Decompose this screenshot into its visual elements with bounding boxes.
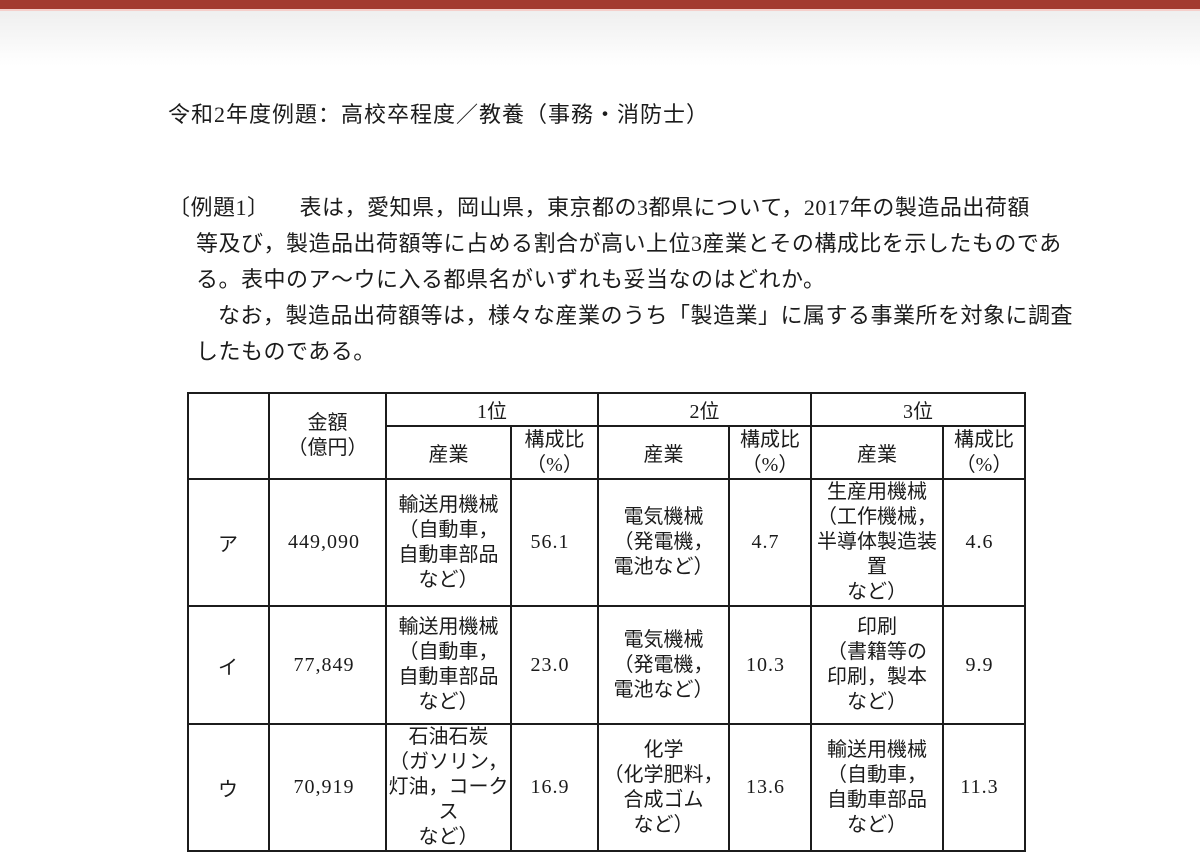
amount-cell: 77,849 — [268, 605, 387, 725]
rank3-industry-cell: 生産用機械 （工作機械， 半導体製造装置 など） — [810, 478, 944, 607]
row-label: イ — [187, 605, 270, 725]
header-rank1-industry: 産業 — [385, 425, 512, 480]
top-accent-underline — [0, 9, 1200, 11]
header-rank1-ratio: 構成比 （%） — [510, 425, 599, 480]
prefecture-industry-table: 金額 （億円） 1位 2位 3位 産業 構成比 （%） 産業 構成比 （%） 産… — [187, 392, 1026, 852]
rank3-ratio-cell: 9.9 — [942, 605, 1026, 725]
question-line-1: 〔例題1〕 表は，愛知県，岡山県，東京都の3都県について，2017年の製造品出荷額 — [168, 190, 1073, 226]
header-amount: 金額 （億円） — [268, 392, 387, 480]
header-rank3-industry: 産業 — [810, 425, 944, 480]
top-accent-bar — [0, 0, 1200, 9]
document-title: 令和2年度例題：高校卒程度／教養（事務・消防士） — [168, 102, 710, 127]
header-rank2-industry: 産業 — [597, 425, 730, 480]
header-rank2-ratio: 構成比 （%） — [728, 425, 812, 480]
rank3-ratio-cell: 4.6 — [942, 478, 1026, 607]
rank1-industry-cell: 輸送用機械 （自動車， 自動車部品 など） — [385, 605, 512, 725]
rank2-industry-cell: 電気機械 （発電機， 電池など） — [597, 605, 730, 725]
row-label: ア — [187, 478, 270, 607]
header-rank1: 1位 — [385, 392, 599, 427]
table-row-i: イ 77,849 輸送用機械 （自動車， 自動車部品 など） 23.0 電気機械… — [187, 605, 1026, 725]
header-rank3: 3位 — [810, 392, 1026, 427]
page-top-fade — [0, 11, 1200, 66]
question-line-2: 等及び，製造品出荷額等に占める割合が高い上位3産業とその構成比を示したものであ — [196, 231, 1062, 256]
rank3-industry-cell: 印刷 （書籍等の 印刷，製本 など） — [810, 605, 944, 725]
question-line-4: なお，製造品出荷額等は，様々な産業のうち「製造業」に属する事業所を対象に調査 — [218, 303, 1074, 328]
question-number-label: 〔例題1〕 — [168, 195, 270, 220]
amount-cell: 70,919 — [268, 723, 387, 852]
rank2-industry-cell: 電気機械 （発電機， 電池など） — [597, 478, 730, 607]
question-line-3: る。表中のア～ウに入る都県名がいずれも妥当なのはどれか。 — [196, 267, 826, 292]
table-row-u: ウ 70,919 石油石炭 （ガソリン， 灯油，コークス など） 16.9 化学… — [187, 723, 1026, 852]
table-row-a: ア 449,090 輸送用機械 （自動車， 自動車部品 など） 56.1 電気機… — [187, 478, 1026, 607]
rank1-ratio-cell: 56.1 — [510, 478, 599, 607]
rank1-ratio-cell: 16.9 — [510, 723, 599, 852]
question-line-5: したものである。 — [196, 339, 376, 364]
question-text-1: 表は，愛知県，岡山県，東京都の3都県について，2017年の製造品出荷額 — [299, 195, 1030, 220]
header-rank2: 2位 — [597, 392, 812, 427]
header-rank3-ratio: 構成比 （%） — [942, 425, 1026, 480]
rank2-ratio-cell: 4.7 — [728, 478, 812, 607]
rank1-industry-cell: 石油石炭 （ガソリン， 灯油，コークス など） — [385, 723, 512, 852]
rank3-ratio-cell: 11.3 — [942, 723, 1026, 852]
rank2-industry-cell: 化学 （化学肥料， 合成ゴム など） — [597, 723, 730, 852]
rank3-industry-cell: 輸送用機械 （自動車， 自動車部品 など） — [810, 723, 944, 852]
corner-cell — [187, 392, 270, 480]
rank1-industry-cell: 輸送用機械 （自動車， 自動車部品 など） — [385, 478, 512, 607]
row-label: ウ — [187, 723, 270, 852]
rank2-ratio-cell: 10.3 — [728, 605, 812, 725]
rank2-ratio-cell: 13.6 — [728, 723, 812, 852]
amount-cell: 449,090 — [268, 478, 387, 607]
rank1-ratio-cell: 23.0 — [510, 605, 599, 725]
question-block: 〔例題1〕 表は，愛知県，岡山県，東京都の3都県について，2017年の製造品出荷額… — [168, 190, 1073, 370]
